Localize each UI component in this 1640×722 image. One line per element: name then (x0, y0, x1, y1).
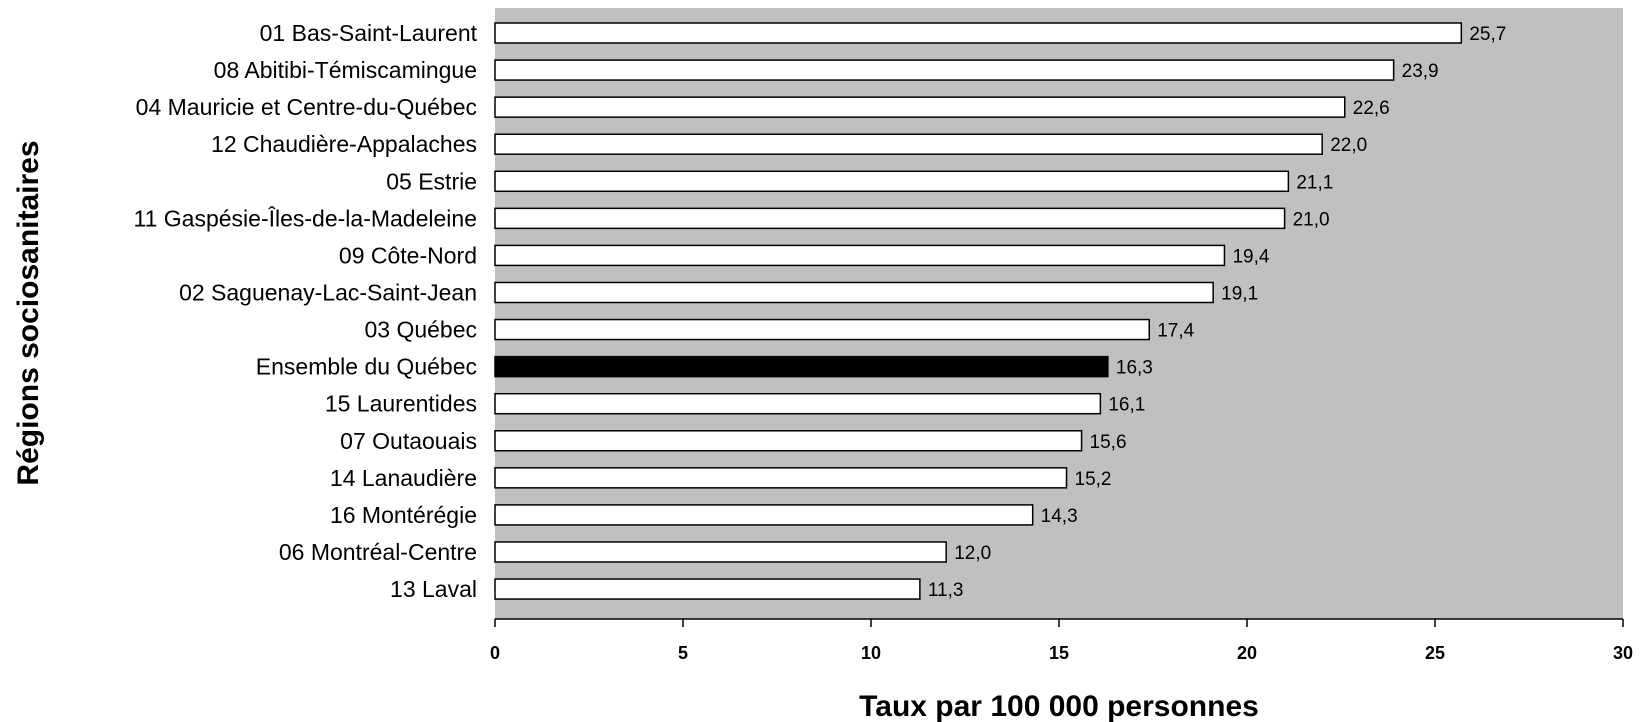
value-labels-group: 25,7 23,9 22,6 22,0 21,1 21,0 19,4 19,1 17,416,3… (928, 24, 1506, 601)
bar (494, 22, 1463, 44)
value-label: 16,3 (1116, 358, 1153, 379)
bar-highlight (494, 355, 1109, 378)
bar (494, 96, 1346, 118)
x-tick-label: 15 (1049, 643, 1069, 663)
value-label: 16,1 (1108, 395, 1145, 416)
value-label: 25,7 (1469, 24, 1506, 45)
bar (494, 207, 1286, 230)
bar (494, 430, 1083, 452)
bars-group (494, 22, 1463, 600)
bar (494, 541, 947, 563)
value-label: 19,1 (1221, 283, 1258, 304)
bar (494, 504, 1034, 526)
category-label: 15 Laurentides (325, 391, 477, 417)
x-axis: 0 5 10 15 20 25 30 (490, 618, 1633, 663)
category-labels-group: 01 Bas-Saint-Laurent 08 Abitibi-Témiscami… (134, 20, 478, 602)
x-tick-label: 0 (490, 643, 500, 663)
category-label: 02 Saguenay-Lac-Saint-Jean (179, 279, 477, 305)
category-label: 06 Montréal-Centre (279, 539, 477, 565)
value-label: 21,0 (1293, 209, 1330, 230)
x-tick-label: 10 (861, 643, 881, 663)
value-label: 22,6 (1353, 98, 1390, 119)
category-label: 07 Outaouais (340, 428, 477, 454)
bar (494, 467, 1068, 489)
value-label: 15,6 (1090, 432, 1127, 453)
value-label: 12,0 (954, 543, 991, 564)
category-label: Ensemble du Québec (256, 354, 477, 380)
category-label: 14 Lanaudière (330, 465, 477, 491)
bar (494, 392, 1102, 415)
x-tick-label: 20 (1237, 643, 1257, 663)
bar (494, 133, 1323, 155)
category-label: 03 Québec (364, 317, 477, 343)
bar (494, 244, 1226, 267)
bar (494, 578, 921, 600)
value-label: 21,1 (1296, 172, 1333, 193)
y-axis-title: Régions sociosanitaires (12, 140, 45, 485)
category-label: 01 Bas-Saint-Laurent (260, 20, 478, 46)
value-label: 17,4 (1157, 321, 1194, 342)
category-label: 05 Estrie (386, 168, 477, 194)
bar (494, 318, 1150, 341)
category-label: 16 Montérégie (330, 502, 477, 528)
value-label: 14,3 (1041, 506, 1078, 527)
category-label: 08 Abitibi-Témiscamingue (214, 57, 477, 83)
category-label: 09 Côte-Nord (339, 242, 477, 268)
x-tick-label: 25 (1425, 643, 1445, 663)
category-label: 04 Mauricie et Centre-du-Québec (136, 94, 477, 120)
bar (494, 281, 1214, 304)
value-label: 22,0 (1330, 135, 1367, 156)
category-label: 12 Chaudière-Appalaches (211, 131, 477, 157)
value-label: 11,3 (928, 580, 964, 601)
x-tick-label: 30 (1613, 643, 1633, 663)
value-label: 19,4 (1232, 246, 1269, 267)
category-label: 11 Gaspésie-Îles-de-la-Madeleine (134, 205, 477, 231)
bar (494, 170, 1290, 193)
x-tick-label: 5 (678, 643, 688, 663)
value-label: 15,2 (1075, 469, 1112, 490)
bar (494, 59, 1395, 81)
x-axis-title: Taux par 100 000 personnes (859, 690, 1259, 722)
category-label: 13 Laval (390, 576, 477, 602)
value-label: 23,9 (1402, 61, 1439, 82)
